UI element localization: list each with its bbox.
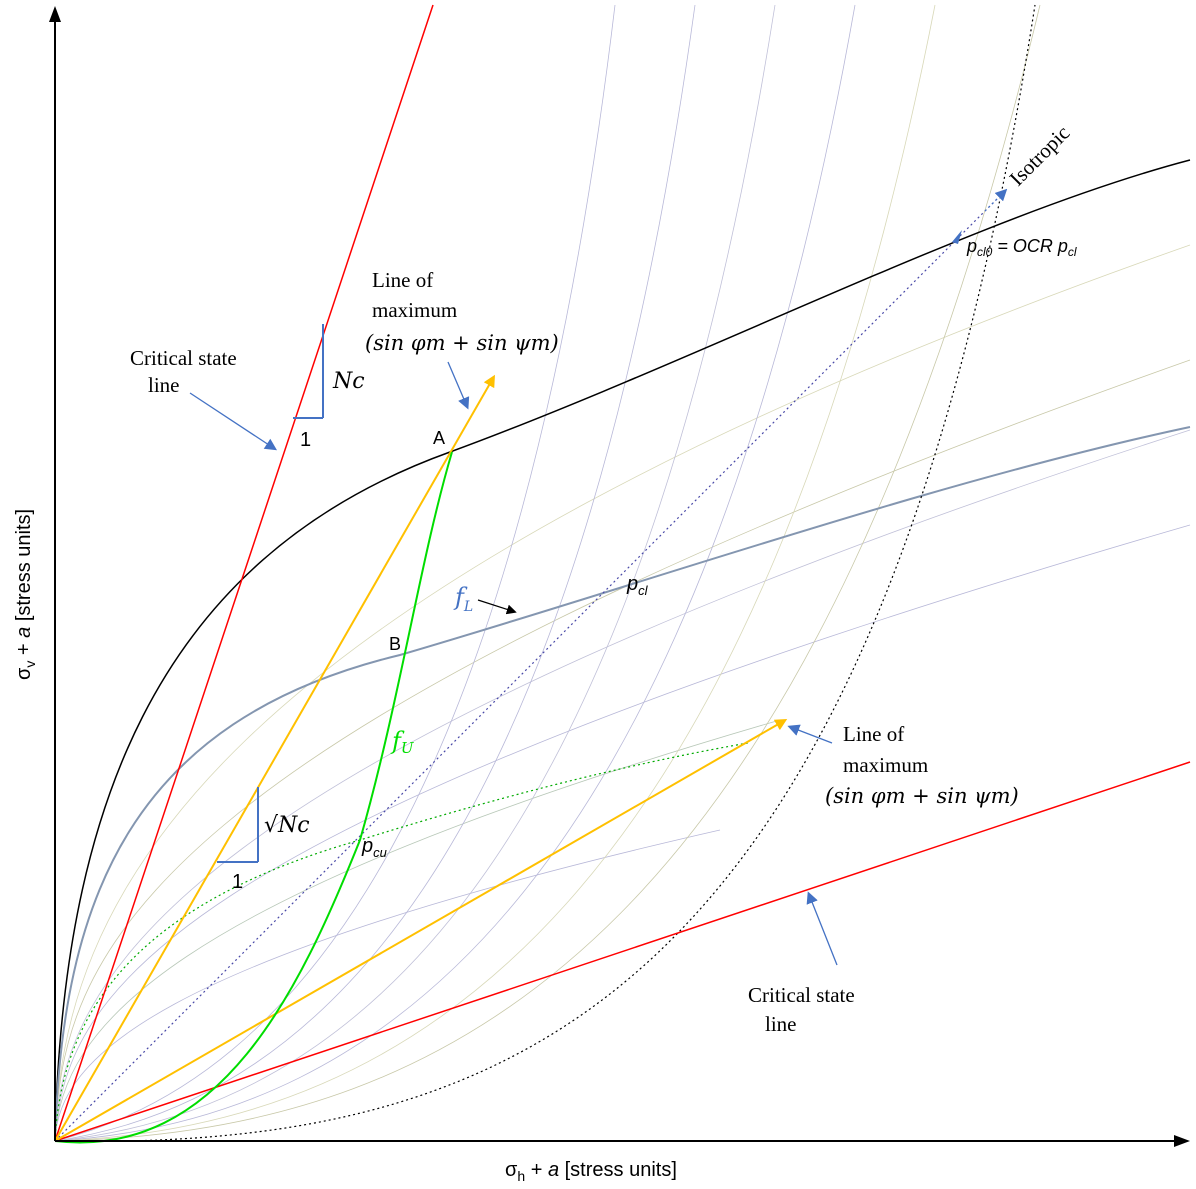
outer-flow-curve <box>54 4 1036 1142</box>
p-cl0-label-sub: cl0 <box>977 245 993 259</box>
y-axis-arrowhead <box>49 6 61 22</box>
point-a-label: A <box>433 428 445 448</box>
outer-yield-surface <box>54 159 1191 1142</box>
y-axis-label-sigma: σ <box>13 667 35 680</box>
f-L-label: fL <box>453 583 473 615</box>
x-axis-label-units: [stress units] <box>559 1159 677 1181</box>
p-cl0-label-eq: = OCR <box>992 236 1058 256</box>
slope-lower-rise-label: √Nc <box>264 813 310 838</box>
critical-state-line-lower <box>54 761 1191 1142</box>
background-flow-curves <box>54 4 1041 1142</box>
y-axis-label-a: a <box>13 627 35 638</box>
y-axis-label-plus: + <box>13 638 35 661</box>
csl-lower-pointer-arrow <box>806 891 838 966</box>
slope-triangle-upper <box>293 324 324 419</box>
p-cl-label-sub: cl <box>638 583 649 598</box>
lom-lower-label-line3: (sin φm + sin ψm) <box>825 784 1019 808</box>
y-axis-label-sub: v <box>22 661 38 668</box>
p-cu-label-sub: cu <box>373 845 387 860</box>
p-cl0-label-p-sub: cl <box>1068 245 1077 259</box>
x-axis-label-plus: + <box>525 1159 548 1181</box>
x-axis-arrowhead <box>1174 1135 1190 1147</box>
p-cl0-marker <box>952 230 962 244</box>
x-axis-label-sub: h <box>517 1168 525 1184</box>
line-of-maximum-upper <box>54 374 495 1142</box>
point-b-label: B <box>389 634 401 654</box>
p-cl0-label: pcl0 = OCR pcl <box>966 236 1077 259</box>
csl-upper-pointer-arrow <box>189 392 278 451</box>
csl-upper-label-line2: line <box>148 373 180 397</box>
lom-upper-pointer-arrow <box>447 361 470 410</box>
p-cl0-label-main: p <box>966 236 977 256</box>
critical-state-line-upper <box>54 4 434 1142</box>
lom-upper-label-line3: (sin φm + sin ψm) <box>365 331 559 355</box>
csl-upper-label-line1: Critical state <box>130 346 237 370</box>
y-axis-label-units: [stress units] <box>13 509 35 627</box>
x-axis-label-a: a <box>548 1159 559 1181</box>
isotropic-arrow <box>984 188 1008 212</box>
f-U-label-sub: U <box>401 739 415 757</box>
lom-upper-label-line2: maximum <box>372 298 457 322</box>
csl-lower-label-line1: Critical state <box>748 983 855 1007</box>
csl-lower-label-line2: line <box>765 1012 797 1036</box>
p-cu-label-main: p <box>361 835 373 857</box>
lom-lower-label-line2: maximum <box>843 753 928 777</box>
slope-upper-rise-label: Nc <box>332 369 365 394</box>
f-L-label-sub: L <box>463 599 473 615</box>
slope-triangle-lower <box>217 787 259 863</box>
f-L-pointer-arrow <box>477 599 517 615</box>
line-of-maximum-lower <box>54 719 788 1142</box>
f-U-yield-surface <box>54 451 453 1144</box>
y-axis-label: σv + a [stress units] <box>13 509 38 680</box>
p-cl0-label-p: p <box>1057 236 1068 256</box>
lom-lower-pointer-arrow <box>787 724 833 744</box>
f-L-yield-surface <box>54 426 1191 1142</box>
slope-lower-run-label: 1 <box>232 871 243 893</box>
f-U-label: fU <box>390 727 415 757</box>
p-cu-label: pcu <box>361 835 387 860</box>
p-cl-label-main: p <box>626 573 638 595</box>
p-cl-label: pcl <box>626 573 649 598</box>
x-axis-label: σh + a [stress units] <box>505 1159 677 1184</box>
background-yield-surfaces <box>54 244 1191 1142</box>
x-axis-label-sigma: σ <box>505 1159 518 1181</box>
lom-lower-label-line1: Line of <box>843 722 904 746</box>
lom-upper-label-line1: Line of <box>372 268 433 292</box>
isotropic-label: Isotropic <box>1005 121 1075 191</box>
slope-upper-run-label: 1 <box>300 429 311 451</box>
